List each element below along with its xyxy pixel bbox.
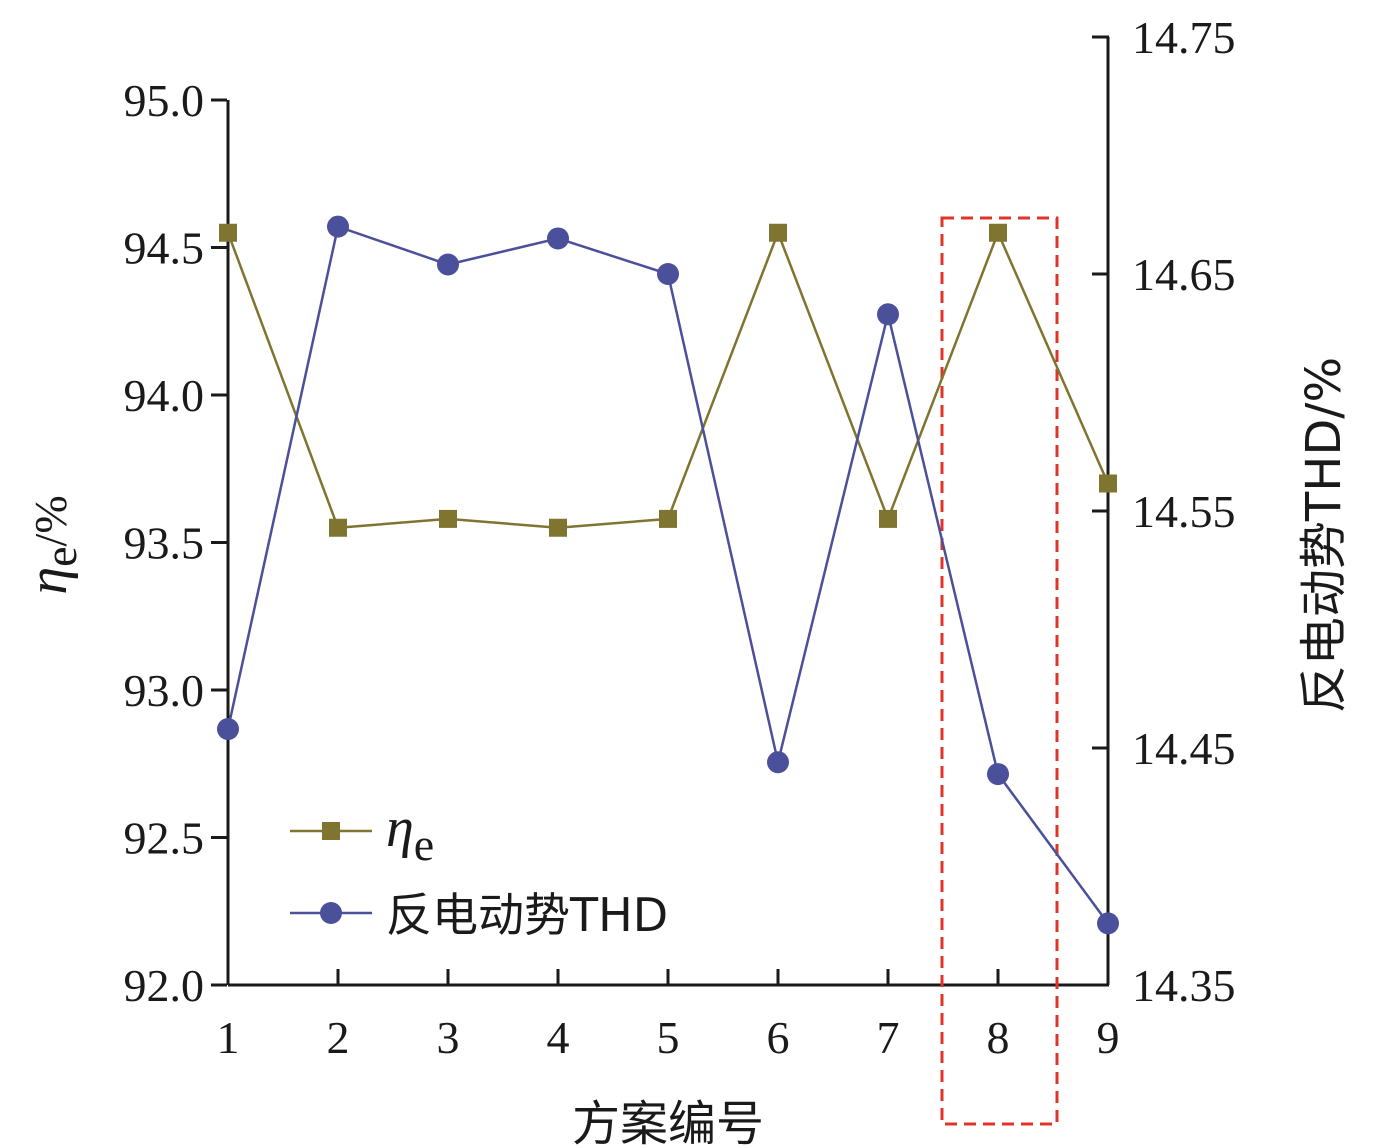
legend-label-1: ηe — [386, 797, 434, 870]
data-point-circle — [657, 263, 679, 285]
x-axis-title: 方案编号 — [572, 1096, 764, 1148]
data-point-square — [549, 518, 567, 537]
series-1 — [219, 223, 1117, 537]
data-point-circle — [767, 751, 789, 774]
left-y-tick-label: 95.0 — [124, 75, 205, 126]
legend: ηe 反电动势THD — [290, 797, 668, 942]
left-y-axis-unit: /% — [25, 495, 76, 546]
series-layer — [217, 215, 1119, 935]
left-y-tick-label: 93.5 — [124, 518, 205, 569]
series-2 — [217, 215, 1119, 935]
right-y-axis-title: 反电动势THD/% — [1296, 357, 1352, 713]
legend-marker-square — [322, 822, 340, 840]
right-y-axis-title-text: 反电动势THD/% — [1296, 357, 1352, 713]
legend-label-2: 反电动势THD — [386, 888, 668, 942]
x-tick-label: 4 — [547, 1012, 570, 1063]
data-point-square — [769, 223, 787, 242]
x-tick-label: 2 — [327, 1012, 350, 1063]
data-point-circle — [437, 253, 459, 276]
data-point-circle — [327, 215, 349, 238]
legend-marker-circle — [320, 902, 342, 924]
data-point-circle — [217, 718, 239, 741]
left-y-tick-label: 94.5 — [124, 223, 205, 274]
right-y-tick-label: 14.45 — [1132, 723, 1236, 774]
right-y-tick-label: 14.65 — [1132, 249, 1236, 300]
left-y-axis-title: ηe/% — [17, 495, 86, 594]
data-point-circle — [1097, 912, 1119, 935]
axes: 92.092.593.093.594.094.595.014.3514.4514… — [17, 12, 1352, 1148]
data-point-circle — [547, 227, 569, 250]
right-y-tick-label: 14.55 — [1132, 486, 1236, 537]
highlight-rect — [940, 216, 1059, 1126]
left-y-axis-title-text: ηe/% — [17, 495, 86, 594]
data-point-square — [659, 509, 677, 528]
series-line — [226, 224, 1110, 925]
left-y-axis-subscript: e — [35, 546, 86, 566]
legend-label-1-symbol: η — [386, 797, 414, 859]
right-y-tick-label: 14.35 — [1132, 960, 1236, 1011]
legend-label-1-subscript: e — [414, 819, 434, 870]
x-tick-label: 5 — [657, 1012, 680, 1063]
highlight-box — [940, 216, 1059, 1126]
data-point-square — [879, 509, 897, 528]
data-point-square — [219, 223, 237, 242]
data-point-circle — [877, 303, 899, 326]
data-point-square — [329, 518, 347, 537]
right-y-tick-label: 14.75 — [1132, 12, 1236, 63]
data-point-circle — [987, 763, 1009, 786]
left-y-tick-label: 94.0 — [124, 370, 205, 421]
x-tick-label: 1 — [217, 1012, 240, 1063]
left-y-tick-label: 92.5 — [124, 813, 205, 864]
x-tick-label: 9 — [1097, 1012, 1120, 1063]
data-point-square — [439, 509, 457, 528]
left-y-tick-label: 92.0 — [124, 960, 205, 1011]
data-point-square — [989, 223, 1007, 242]
x-tick-label: 6 — [767, 1012, 790, 1063]
x-tick-label: 8 — [987, 1012, 1010, 1063]
left-y-axis-symbol: η — [17, 567, 79, 595]
data-point-square — [1099, 474, 1117, 493]
x-tick-label: 7 — [877, 1012, 900, 1063]
x-tick-label: 3 — [437, 1012, 460, 1063]
left-y-tick-label: 93.0 — [124, 665, 205, 716]
